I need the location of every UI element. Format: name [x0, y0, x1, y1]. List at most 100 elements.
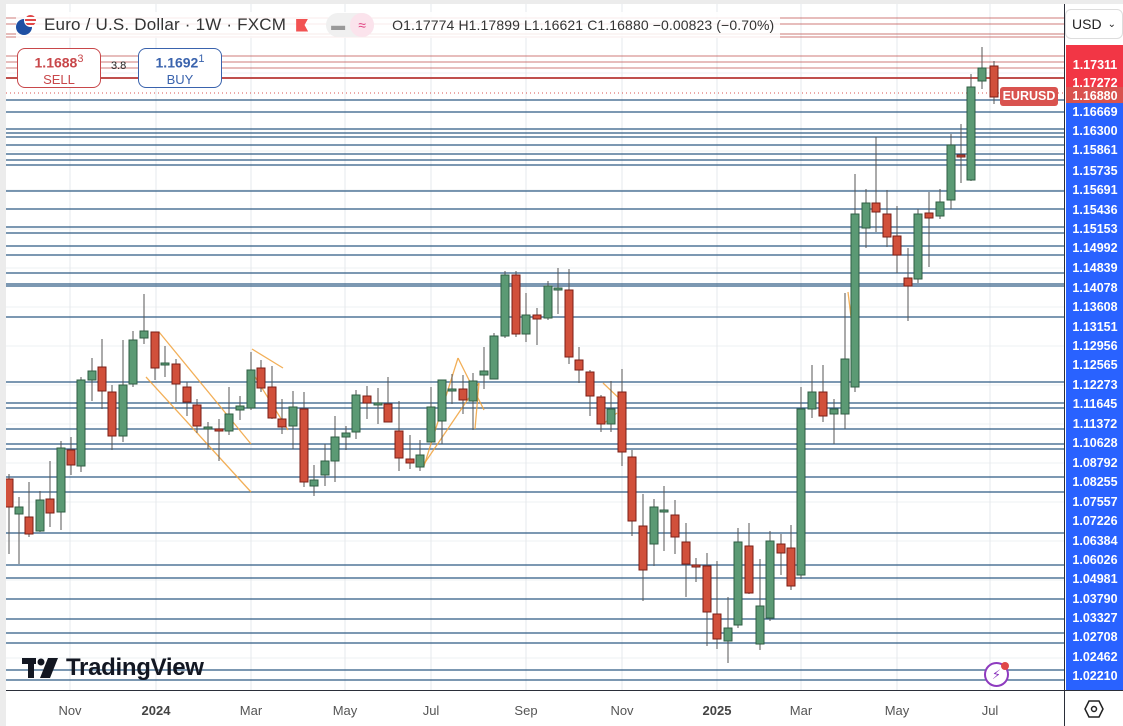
candle-up[interactable]: [87, 370, 97, 381]
candle-up[interactable]: [426, 406, 436, 443]
candle-up[interactable]: [489, 335, 499, 380]
candle-up[interactable]: [796, 408, 806, 576]
minus-icon[interactable]: ▬: [331, 17, 346, 33]
candle-up[interactable]: [224, 413, 234, 432]
candle-up[interactable]: [606, 408, 616, 425]
candle-up[interactable]: [829, 408, 839, 415]
candle-down[interactable]: [818, 391, 828, 417]
candle-up[interactable]: [913, 213, 923, 280]
candle-up[interactable]: [553, 287, 563, 291]
candle-up[interactable]: [649, 506, 659, 545]
candle-up[interactable]: [203, 426, 213, 430]
candle-down[interactable]: [585, 371, 595, 397]
candle-down[interactable]: [45, 498, 55, 514]
candle-down[interactable]: [97, 366, 107, 392]
candle-up[interactable]: [966, 86, 976, 181]
candle-up[interactable]: [76, 379, 86, 467]
chart-plot-area[interactable]: [6, 4, 1064, 690]
candle-up[interactable]: [447, 388, 457, 392]
candle-down[interactable]: [574, 359, 584, 371]
candle-down[interactable]: [712, 613, 722, 640]
candle-up[interactable]: [160, 362, 170, 366]
candle-up[interactable]: [437, 379, 447, 422]
candle-up[interactable]: [246, 369, 256, 409]
tradingview-logo[interactable]: TradingView: [22, 654, 204, 682]
candle-up[interactable]: [288, 406, 298, 427]
candle-up[interactable]: [723, 627, 733, 642]
trend-line[interactable]: [474, 382, 480, 430]
candle-down[interactable]: [383, 403, 393, 423]
settings-hexagon-icon[interactable]: [1064, 690, 1123, 726]
buy-button[interactable]: 1.16921 BUY: [138, 48, 222, 88]
candle-down[interactable]: [171, 363, 181, 385]
lightning-icon[interactable]: ⚡: [984, 662, 1009, 687]
wave-icon[interactable]: ≈: [350, 13, 375, 37]
candle-up[interactable]: [807, 391, 817, 410]
candle-down[interactable]: [277, 418, 287, 428]
candle-up[interactable]: [235, 405, 245, 411]
candle-up[interactable]: [521, 314, 531, 335]
candle-up[interactable]: [659, 509, 669, 513]
candle-down[interactable]: [670, 514, 680, 538]
candle-down[interactable]: [924, 212, 934, 219]
candle-down[interactable]: [107, 391, 117, 437]
candle-up[interactable]: [128, 339, 138, 385]
candle-up[interactable]: [351, 394, 361, 433]
candle-down[interactable]: [66, 449, 76, 466]
candle-down[interactable]: [24, 516, 34, 535]
candle-up[interactable]: [139, 330, 149, 339]
candle-up[interactable]: [946, 144, 956, 201]
candle-down[interactable]: [458, 388, 468, 401]
candle-down[interactable]: [192, 404, 202, 427]
candle-up[interactable]: [479, 370, 489, 376]
candle-down[interactable]: [256, 367, 266, 389]
candle-down[interactable]: [871, 202, 881, 213]
candle-up[interactable]: [35, 499, 45, 532]
trend-line[interactable]: [145, 376, 252, 493]
candle-down[interactable]: [150, 331, 160, 369]
candle-down[interactable]: [564, 289, 574, 358]
candle-down[interactable]: [892, 235, 902, 256]
candle-down[interactable]: [744, 545, 754, 594]
candle-down[interactable]: [681, 541, 691, 565]
candle-down[interactable]: [776, 543, 786, 554]
candle-up[interactable]: [468, 380, 478, 402]
price-axis[interactable]: 1.17311 1.17272 1.16880 1.16669 1.16300 1.158…: [1064, 4, 1123, 690]
candle-up[interactable]: [56, 447, 66, 513]
candle-down[interactable]: [903, 277, 913, 287]
trend-line[interactable]: [158, 331, 252, 445]
candle-down[interactable]: [989, 65, 999, 98]
candle-down[interactable]: [182, 386, 192, 403]
candle-up[interactable]: [320, 460, 330, 476]
candle-up[interactable]: [330, 436, 340, 462]
candle-down[interactable]: [691, 564, 701, 568]
candle-up[interactable]: [341, 432, 351, 438]
sell-button[interactable]: 1.16883 SELL: [17, 48, 101, 88]
candle-down[interactable]: [956, 154, 966, 158]
candle-up[interactable]: [733, 541, 743, 626]
candle-up[interactable]: [765, 540, 775, 619]
candle-down[interactable]: [702, 565, 712, 613]
candle-up[interactable]: [309, 479, 319, 487]
flag-icon[interactable]: [296, 18, 309, 32]
candle-up[interactable]: [935, 201, 945, 217]
candle-up[interactable]: [861, 202, 871, 229]
candle-up[interactable]: [755, 605, 765, 645]
candle-down[interactable]: [362, 395, 372, 404]
candle-up[interactable]: [373, 402, 383, 406]
candle-down[interactable]: [786, 547, 796, 587]
symbol-title[interactable]: Euro / U.S. Dollar · 1W · FXCM: [44, 15, 287, 34]
candle-down[interactable]: [532, 314, 542, 320]
candlestick-chart[interactable]: [6, 4, 1064, 690]
candle-up[interactable]: [543, 285, 553, 319]
candle-down[interactable]: [882, 213, 892, 238]
candle-down[interactable]: [394, 430, 404, 459]
candle-up[interactable]: [14, 506, 24, 515]
candle-up[interactable]: [977, 67, 987, 82]
candle-down[interactable]: [627, 456, 637, 522]
candle-down[interactable]: [405, 458, 415, 464]
candle-down[interactable]: [214, 428, 224, 432]
candle-up[interactable]: [850, 213, 860, 388]
candle-down[interactable]: [511, 274, 521, 335]
candle-up[interactable]: [500, 274, 510, 337]
